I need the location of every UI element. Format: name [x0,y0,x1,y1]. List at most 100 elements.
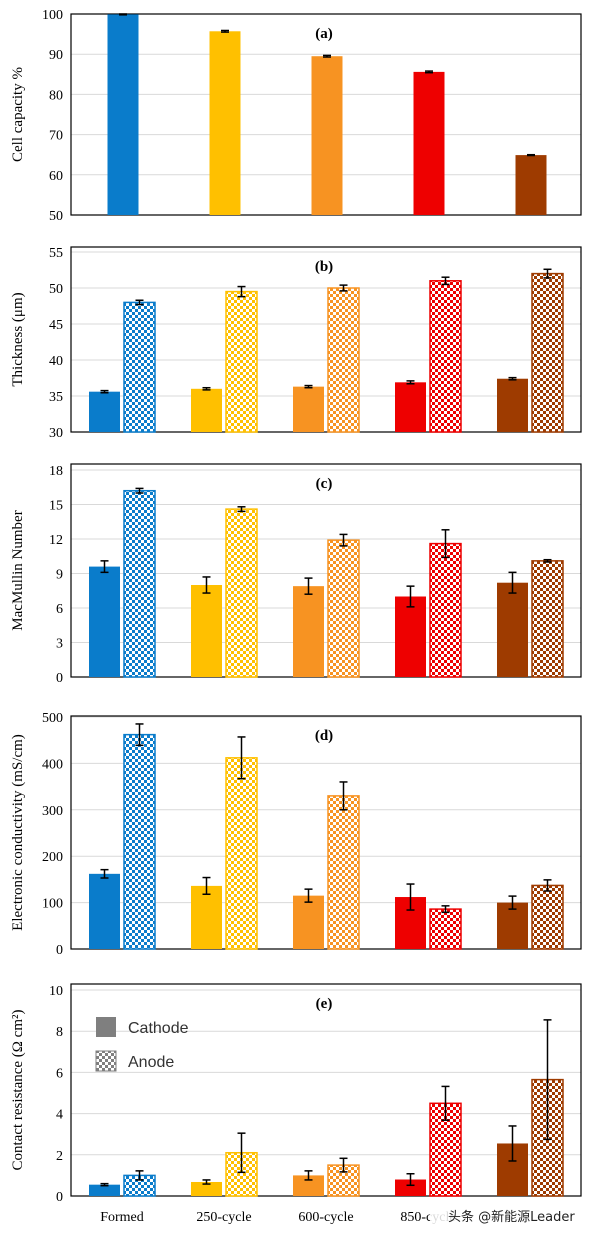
error-bar [406,585,415,608]
anode-bar-1 [225,757,258,950]
y-tick-label: 50 [49,209,63,224]
cathode-bar-4 [497,378,528,432]
error-bar [202,576,211,594]
anode-bar-2 [327,539,360,678]
error-bar [425,70,433,74]
capacity-bar-2 [311,56,343,216]
y-tick-label: 80 [49,88,63,103]
y-tick-label: 55 [49,246,63,261]
cathode-bar-0 [89,566,120,677]
cathode-bar-2 [293,1175,324,1196]
y-tick-label: 40 [49,354,63,369]
error-bar [135,487,144,494]
error-bar [339,284,348,292]
error-bar [406,380,415,385]
anode-bar-0 [123,301,156,433]
anode-bar-0 [123,489,156,678]
y-axis-label: Cell capacity % [10,67,26,162]
cathode-bar-3 [395,382,426,432]
cathode-bar-1 [191,388,222,432]
panel-title: (c) [316,476,333,492]
plot-frame [70,715,582,950]
y-tick-label: 18 [49,464,63,479]
y-tick-label: 30 [49,426,63,441]
error-bar [237,285,246,298]
error-bar [441,1085,450,1121]
error-bar [543,1019,552,1141]
cathode-bar-0 [89,873,120,949]
error-bar [100,389,109,394]
watermark-text: 头条 @新能源Leader [448,1209,575,1225]
anode-bar-4 [531,272,564,433]
y-tick-label: 12 [49,533,63,548]
panel-b: 30 35 40 45 50 55 Thickness (μm) (b) [10,246,582,441]
x-tick-label: 600-cycle [298,1210,353,1225]
error-bar [508,1125,517,1162]
error-bar [339,1157,348,1173]
error-bar [508,895,517,910]
anode-bar-1 [225,290,258,433]
panel-title: (b) [315,259,333,275]
error-bar [339,781,348,811]
x-tick-label: Formed [100,1210,144,1225]
y-tick-label: 400 [42,757,63,772]
y-tick-label: 0 [56,1190,63,1205]
error-bar [202,876,211,895]
y-tick-label: 500 [42,711,63,726]
y-tick-label: 100 [42,897,63,912]
x-tick-label: 250-cycle [196,1210,251,1225]
error-bar [304,1170,313,1181]
error-bar [543,268,552,279]
error-bar [135,1170,144,1181]
error-bar [304,577,313,595]
y-tick-label: 0 [56,671,63,686]
cathode-bar-4 [497,902,528,949]
error-bar [135,723,144,747]
error-bar [221,29,229,33]
error-bar [202,1179,211,1185]
error-bar [441,529,450,559]
y-axis-label: MacMullin Number [10,510,26,630]
y-axis-label: Thickness (μm) [10,292,26,386]
cathode-bar-0 [89,391,120,432]
error-bar [441,905,450,914]
y-tick-label: 50 [49,282,63,297]
anode-bar-3 [429,542,462,678]
legend-cathode-label: Cathode [128,1020,189,1037]
panel-title: (d) [315,728,333,744]
panel-title: (a) [315,26,333,42]
anode-bar-3 [429,1102,462,1197]
cathode-bar-1 [191,585,222,677]
y-tick-label: 6 [56,1066,63,1081]
cathode-bar-2 [293,386,324,432]
error-bar [119,13,127,16]
y-tick-label: 0 [56,943,63,958]
legend: Cathode Anode [95,1017,189,1072]
panel-d: 0 100 200 300 400 500 Electronic conductivity … [10,711,582,958]
x-axis-labels: Formed 250-cycle 600-cycle 850-cycle [100,1210,455,1225]
error-bar [543,879,552,892]
y-tick-label: 300 [42,804,63,819]
panel-c: 0 3 6 9 12 15 18 MacMullin Number (c) [10,463,582,686]
error-bar [527,153,535,157]
capacity-bar-0 [107,14,139,216]
y-axis-label: Electronic conductivity (mS/cm) [10,734,26,931]
y-tick-label: 3 [56,637,63,652]
anode-bar-2 [327,795,360,950]
capacity-bar-1 [209,31,241,216]
y-tick-label: 90 [49,48,63,63]
error-bar [237,736,246,780]
y-tick-label: 6 [56,602,63,617]
error-bar [339,533,348,547]
cathode-bar-1 [191,885,222,949]
y-tick-label: 15 [49,499,63,514]
error-bar [304,384,313,389]
error-bar [100,1182,109,1187]
y-tick-label: 9 [56,568,63,583]
watermark-backing [430,1206,580,1226]
y-tick-label: 2 [56,1149,63,1164]
plot-frame [70,983,582,1197]
anode-bar-4 [531,884,564,950]
cathode-bar-3 [395,1179,426,1196]
capacity-bar-4 [515,155,547,215]
